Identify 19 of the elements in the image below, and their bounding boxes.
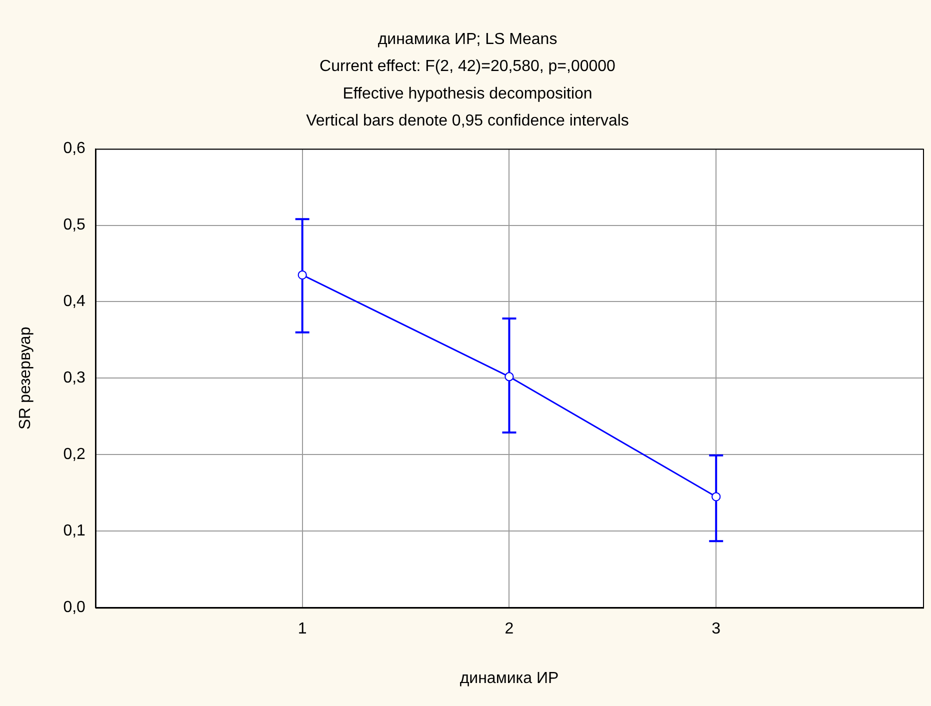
x-tick-label: 3 [712, 620, 721, 638]
point [504, 372, 514, 382]
point [298, 270, 307, 280]
y-tick-label: 0,3 [63, 370, 86, 387]
y-tick-label: 0,0 [63, 599, 86, 616]
y-tick-label: 0,2 [63, 446, 86, 464]
x-tick-label: 2 [504, 620, 514, 638]
y-tick-label: 0,4 [63, 293, 86, 310]
y-tick-label: 0,5 [63, 216, 86, 234]
y-axis-title: SR резервуар [17, 326, 34, 430]
y-tick-label: 0,6 [63, 140, 86, 158]
point [712, 492, 721, 502]
x-axis-title: динамика ИР [460, 670, 559, 687]
chart-subtitle: Current effect: F(2, 42)=20,580, p=,00000 [320, 58, 616, 76]
y-tick-label: 0,1 [63, 522, 86, 540]
text: Effective hypothesis decomposition [342, 85, 592, 102]
chart-title: динамика ИР; LS Means [378, 31, 558, 48]
text: Vertical bars denote 0,95 confidence intervals [306, 112, 629, 130]
x-tick-label: 1 [298, 620, 307, 638]
